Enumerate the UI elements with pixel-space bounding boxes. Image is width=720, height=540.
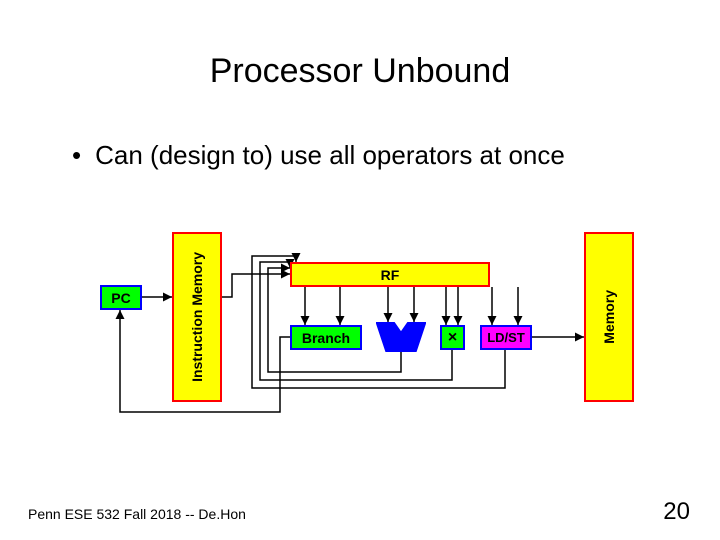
rf-block: RF <box>290 262 490 287</box>
mult-block: × <box>440 325 465 350</box>
page-number: 20 <box>663 498 690 526</box>
pc-block: PC <box>100 285 142 310</box>
branch-block: Branch <box>290 325 362 350</box>
ldst-label: LD/ST <box>487 330 525 345</box>
rf-label: RF <box>381 267 400 283</box>
footer-text: Penn ESE 532 Fall 2018 -- De.Hon <box>28 506 246 522</box>
processor-diagram: PC Instruction Memory RF Branch × LD/ST Memory <box>0 0 720 540</box>
imem-label: Instruction Memory <box>189 252 205 382</box>
alu-block <box>376 322 426 352</box>
ldst-block: LD/ST <box>480 325 532 350</box>
pc-label: PC <box>111 290 130 306</box>
slide: Processor Unbound Can (design to) use al… <box>0 0 720 540</box>
branch-label: Branch <box>302 330 350 346</box>
imem-block: Instruction Memory <box>172 232 222 402</box>
memory-block: Memory <box>584 232 634 402</box>
mult-label: × <box>448 329 457 347</box>
memory-label: Memory <box>601 290 617 344</box>
